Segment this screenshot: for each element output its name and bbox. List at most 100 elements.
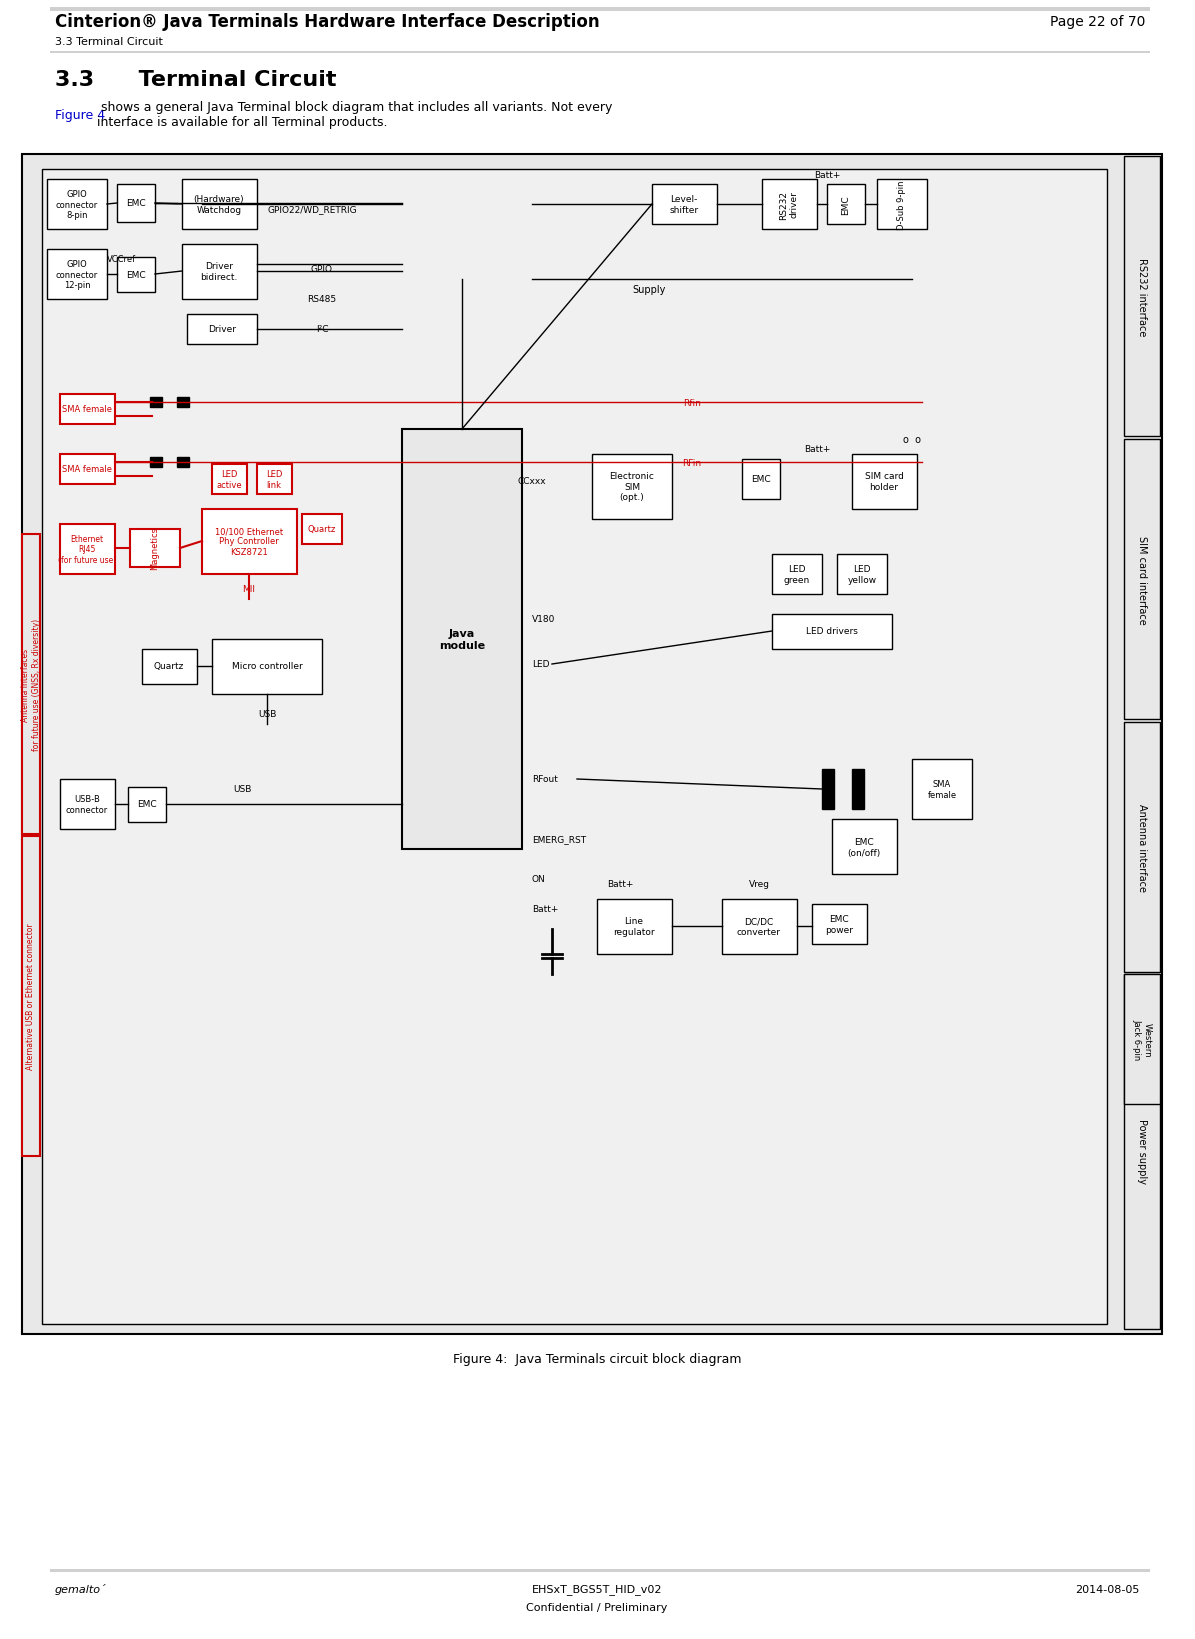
Text: USB: USB <box>233 785 251 793</box>
Text: RS232 interface: RS232 interface <box>1136 257 1147 336</box>
Text: CCxxx: CCxxx <box>517 477 546 487</box>
Text: (Hardware)
Watchdog: (Hardware) Watchdog <box>194 195 244 215</box>
Text: Line
regulator: Line regulator <box>613 916 655 936</box>
Text: ON: ON <box>532 875 546 883</box>
Text: 3.3  Terminal Circuit: 3.3 Terminal Circuit <box>55 70 337 90</box>
FancyBboxPatch shape <box>151 457 163 467</box>
Text: GPIO22/WD_RETRIG: GPIO22/WD_RETRIG <box>268 205 357 215</box>
Text: EMC: EMC <box>137 800 157 810</box>
Text: Figure 4: Figure 4 <box>55 108 105 121</box>
FancyBboxPatch shape <box>130 529 180 567</box>
FancyBboxPatch shape <box>652 185 717 225</box>
Text: I²C: I²C <box>315 325 329 334</box>
Text: GPIO: GPIO <box>311 266 333 274</box>
FancyBboxPatch shape <box>202 510 298 575</box>
FancyBboxPatch shape <box>177 457 189 467</box>
Text: SMA
female: SMA female <box>927 780 956 800</box>
FancyBboxPatch shape <box>117 185 155 223</box>
Text: SIM card interface: SIM card interface <box>1136 536 1147 624</box>
Text: LED
link: LED link <box>265 470 282 490</box>
FancyBboxPatch shape <box>117 257 155 293</box>
FancyBboxPatch shape <box>302 515 342 544</box>
FancyBboxPatch shape <box>212 639 321 695</box>
Text: Batt+: Batt+ <box>532 905 558 915</box>
Text: Power supply: Power supply <box>1136 1119 1147 1183</box>
FancyBboxPatch shape <box>142 649 197 685</box>
FancyBboxPatch shape <box>1124 723 1160 972</box>
FancyBboxPatch shape <box>877 180 927 229</box>
Text: LED drivers: LED drivers <box>807 628 858 636</box>
Text: Rfin: Rfin <box>684 398 701 406</box>
Text: RFin: RFin <box>682 459 701 467</box>
Text: EMC
(on/off): EMC (on/off) <box>847 838 881 857</box>
Text: GPIO
connector
8-pin: GPIO connector 8-pin <box>56 190 98 220</box>
FancyBboxPatch shape <box>60 454 115 485</box>
FancyBboxPatch shape <box>50 52 1150 54</box>
Text: Level-
shifter: Level- shifter <box>669 195 699 215</box>
FancyBboxPatch shape <box>1124 157 1160 436</box>
Text: RFout: RFout <box>532 775 558 783</box>
Text: USB: USB <box>258 710 276 720</box>
Text: LED
yellow: LED yellow <box>847 565 877 585</box>
Text: EMC: EMC <box>127 200 146 208</box>
Text: LED: LED <box>532 661 550 669</box>
Text: Batt+: Batt+ <box>804 446 831 454</box>
Text: Western
Jack 6-pin: Western Jack 6-pin <box>1133 1019 1152 1060</box>
Text: shows a general Java Terminal block diagram that includes all variants. Not ever: shows a general Java Terminal block diag… <box>97 102 612 129</box>
Text: SMA female: SMA female <box>62 405 112 415</box>
Text: GPIO
connector
12-pin: GPIO connector 12-pin <box>56 261 98 290</box>
Text: Java
module: Java module <box>439 629 485 651</box>
FancyBboxPatch shape <box>852 770 864 810</box>
FancyBboxPatch shape <box>1124 439 1160 720</box>
Text: Vreg: Vreg <box>748 880 770 888</box>
FancyBboxPatch shape <box>822 770 834 810</box>
FancyBboxPatch shape <box>50 8 1150 11</box>
FancyBboxPatch shape <box>742 459 780 500</box>
FancyBboxPatch shape <box>832 820 897 875</box>
FancyBboxPatch shape <box>212 465 247 495</box>
Text: Page 22 of 70: Page 22 of 70 <box>1049 15 1145 30</box>
FancyBboxPatch shape <box>772 554 822 595</box>
FancyBboxPatch shape <box>836 554 887 595</box>
Text: 10/100 Ethernet
Phy Controller
KSZ8721: 10/100 Ethernet Phy Controller KSZ8721 <box>215 526 283 557</box>
Text: o  o: o o <box>903 434 921 444</box>
Text: gemalto´: gemalto´ <box>55 1583 106 1595</box>
Text: RS232
driver: RS232 driver <box>779 190 798 220</box>
Text: Quartz: Quartz <box>308 524 336 534</box>
Text: V180: V180 <box>532 615 556 624</box>
FancyBboxPatch shape <box>1124 975 1160 1105</box>
FancyBboxPatch shape <box>182 180 257 229</box>
FancyBboxPatch shape <box>47 180 108 229</box>
FancyBboxPatch shape <box>47 249 108 300</box>
Text: EMERG_RST: EMERG_RST <box>532 834 586 844</box>
Text: LED
green: LED green <box>784 565 810 585</box>
Text: Cinterion® Java Terminals Hardware Interface Description: Cinterion® Java Terminals Hardware Inter… <box>55 13 600 31</box>
Text: Batt+: Batt+ <box>814 170 840 179</box>
Text: 2014-08-05: 2014-08-05 <box>1076 1583 1140 1595</box>
Text: Driver
bidirect.: Driver bidirect. <box>201 262 238 282</box>
Text: SMA female: SMA female <box>62 465 112 474</box>
Text: RS485: RS485 <box>307 295 337 305</box>
Text: EMC: EMC <box>841 195 851 215</box>
Text: EMC
power: EMC power <box>825 915 853 934</box>
Text: D-Sub 9-pin: D-Sub 9-pin <box>897 180 907 229</box>
Text: Ethernet
RJ45
(for future use): Ethernet RJ45 (for future use) <box>57 534 116 564</box>
Text: EHSxT_BGS5T_HID_v02: EHSxT_BGS5T_HID_v02 <box>532 1583 662 1595</box>
FancyBboxPatch shape <box>827 185 865 225</box>
Text: Quartz: Quartz <box>154 662 184 670</box>
Text: USB-B
connector: USB-B connector <box>66 795 108 815</box>
FancyBboxPatch shape <box>852 454 917 510</box>
FancyBboxPatch shape <box>22 156 1162 1334</box>
FancyBboxPatch shape <box>151 398 163 408</box>
FancyBboxPatch shape <box>811 905 868 944</box>
FancyBboxPatch shape <box>50 1569 1150 1572</box>
FancyBboxPatch shape <box>1124 975 1160 1329</box>
Text: Antenna interface: Antenna interface <box>1136 803 1147 892</box>
FancyBboxPatch shape <box>128 787 166 823</box>
FancyBboxPatch shape <box>912 759 972 820</box>
Text: Micro controller: Micro controller <box>232 662 302 670</box>
FancyBboxPatch shape <box>592 454 672 520</box>
Text: EMC: EMC <box>752 475 771 484</box>
FancyBboxPatch shape <box>772 615 891 649</box>
Text: Alternative USB or Ethernet connector: Alternative USB or Ethernet connector <box>26 923 36 1070</box>
